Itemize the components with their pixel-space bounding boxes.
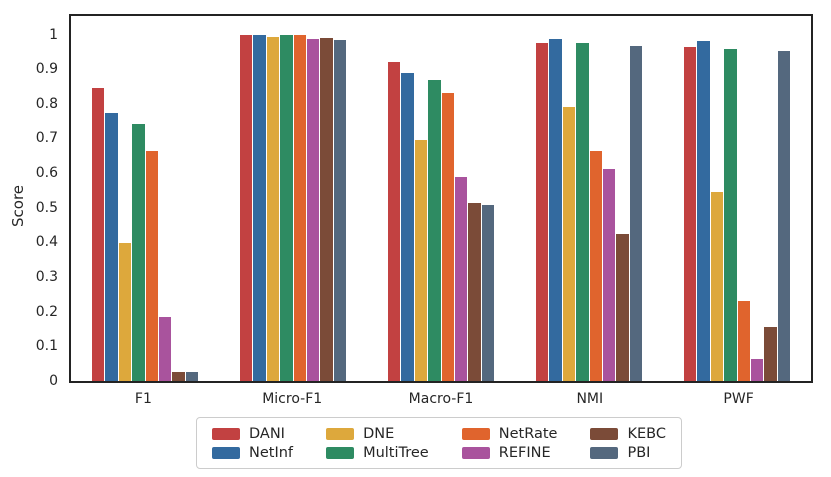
legend-swatch-icon bbox=[590, 427, 619, 440]
bar-NetInf-NMI bbox=[549, 38, 562, 381]
legend-label: REFINE bbox=[498, 444, 551, 461]
legend-label: DNE bbox=[363, 425, 395, 442]
x-tick-label-Micro-F1: Micro-F1 bbox=[262, 391, 323, 407]
legend-item-NetInf: NetInf bbox=[212, 443, 293, 462]
x-tick-label-Macro-F1: Macro-F1 bbox=[408, 391, 474, 407]
y-tick-label: 0.1 bbox=[35, 338, 58, 355]
legend-column: DNE MultiTree bbox=[326, 424, 429, 462]
legend-item-NetRate: NetRate bbox=[461, 424, 558, 443]
bar-KEBC-Micro-F1 bbox=[320, 38, 333, 381]
bar-PBI-NMI bbox=[629, 45, 643, 381]
legend-label: KEBC bbox=[627, 425, 666, 442]
legend-item-PBI: PBI bbox=[590, 443, 666, 462]
bar-NetRate-Micro-F1 bbox=[293, 35, 306, 381]
bar-group-Macro-F1 bbox=[367, 16, 515, 381]
bar-MultiTree-F1 bbox=[132, 123, 145, 381]
bar-REFINE-Macro-F1 bbox=[454, 176, 468, 381]
bar-NetInf-PWF bbox=[697, 41, 710, 381]
bar-DNE-Macro-F1 bbox=[414, 139, 428, 381]
legend-item-REFINE: REFINE bbox=[461, 443, 558, 462]
legend-column: DANI NetInf bbox=[212, 424, 293, 462]
bar-NetInf-Micro-F1 bbox=[253, 34, 266, 381]
bar-KEBC-NMI bbox=[616, 233, 629, 381]
bar-PBI-Macro-F1 bbox=[481, 204, 495, 381]
legend-item-DNE: DNE bbox=[326, 424, 429, 443]
bar-group-Micro-F1 bbox=[219, 16, 367, 381]
bar-group-F1 bbox=[71, 16, 219, 381]
x-tick-label-NMI: NMI bbox=[576, 391, 604, 407]
x-tick-label-F1: F1 bbox=[134, 391, 152, 407]
bar-PBI-Micro-F1 bbox=[333, 39, 347, 381]
bar-DNE-Micro-F1 bbox=[266, 37, 280, 381]
legend-label: MultiTree bbox=[363, 444, 429, 461]
plot-area bbox=[69, 14, 813, 383]
legend: DANI NetInf DNE MultiTree NetRate REFINE KEBC P… bbox=[196, 417, 682, 469]
bar-MultiTree-Macro-F1 bbox=[428, 79, 441, 381]
bar-NetRate-F1 bbox=[145, 150, 158, 381]
bar-NetInf-Macro-F1 bbox=[401, 73, 414, 381]
legend-swatch-icon bbox=[212, 427, 240, 440]
bar-NetRate-Macro-F1 bbox=[441, 92, 454, 381]
legend-label: PBI bbox=[627, 444, 651, 461]
bar-DANI-NMI bbox=[535, 43, 549, 381]
legend-swatch-icon bbox=[326, 446, 355, 459]
y-tick-label: 0 bbox=[49, 373, 58, 389]
bar-group-PWF bbox=[663, 16, 811, 381]
legend-item-KEBC: KEBC bbox=[590, 424, 666, 443]
y-tick-label: 1 bbox=[49, 26, 58, 43]
bar-PBI-F1 bbox=[185, 372, 199, 381]
legend-label: NetInf bbox=[249, 444, 294, 461]
legend-swatch-icon bbox=[326, 427, 355, 440]
y-tick-label: 0.8 bbox=[35, 95, 58, 112]
x-tick-label-PWF: PWF bbox=[723, 391, 754, 407]
legend-swatch-icon bbox=[461, 446, 490, 459]
bar-REFINE-PWF bbox=[750, 359, 764, 381]
bar-KEBC-Macro-F1 bbox=[468, 203, 481, 381]
bar-PBI-PWF bbox=[777, 51, 791, 381]
bar-DANI-Macro-F1 bbox=[387, 62, 401, 381]
y-tick-label: 0.4 bbox=[35, 234, 58, 251]
bar-REFINE-NMI bbox=[602, 168, 616, 381]
y-tick-label: 0.9 bbox=[35, 61, 58, 78]
legend-swatch-icon bbox=[461, 427, 490, 440]
bar-MultiTree-NMI bbox=[576, 43, 589, 381]
legend-swatch-icon bbox=[212, 446, 240, 459]
legend-column: NetRate REFINE bbox=[461, 424, 558, 462]
legend-column: KEBC PBI bbox=[590, 424, 666, 462]
bar-REFINE-Micro-F1 bbox=[306, 39, 320, 381]
bar-NetRate-PWF bbox=[737, 301, 750, 381]
bar-KEBC-PWF bbox=[764, 326, 777, 381]
bar-DANI-F1 bbox=[91, 88, 105, 381]
bar-DNE-PWF bbox=[710, 192, 724, 381]
bar-group-NMI bbox=[515, 16, 663, 381]
bar-NetInf-F1 bbox=[105, 112, 118, 381]
legend-label: DANI bbox=[249, 425, 285, 442]
y-tick-label: 0.3 bbox=[35, 269, 58, 285]
bar-REFINE-F1 bbox=[158, 316, 172, 381]
bar-DNE-F1 bbox=[118, 243, 132, 381]
bar-NetRate-NMI bbox=[589, 150, 602, 381]
y-tick-label: 0.5 bbox=[35, 199, 58, 216]
y-tick-label: 0.6 bbox=[35, 165, 58, 182]
legend-item-MultiTree: MultiTree bbox=[326, 443, 429, 462]
bar-MultiTree-PWF bbox=[724, 49, 737, 381]
y-tick-label: 0.7 bbox=[35, 130, 58, 147]
bar-KEBC-F1 bbox=[172, 371, 185, 381]
legend-item-DANI: DANI bbox=[212, 424, 293, 443]
bar-DANI-PWF bbox=[683, 47, 697, 381]
bar-DNE-NMI bbox=[562, 107, 576, 381]
y-tick-label: 0.2 bbox=[35, 303, 58, 320]
legend-label: NetRate bbox=[498, 425, 558, 442]
bar-MultiTree-Micro-F1 bbox=[280, 34, 293, 381]
legend-swatch-icon bbox=[590, 446, 619, 459]
bar-DANI-Micro-F1 bbox=[239, 34, 253, 381]
